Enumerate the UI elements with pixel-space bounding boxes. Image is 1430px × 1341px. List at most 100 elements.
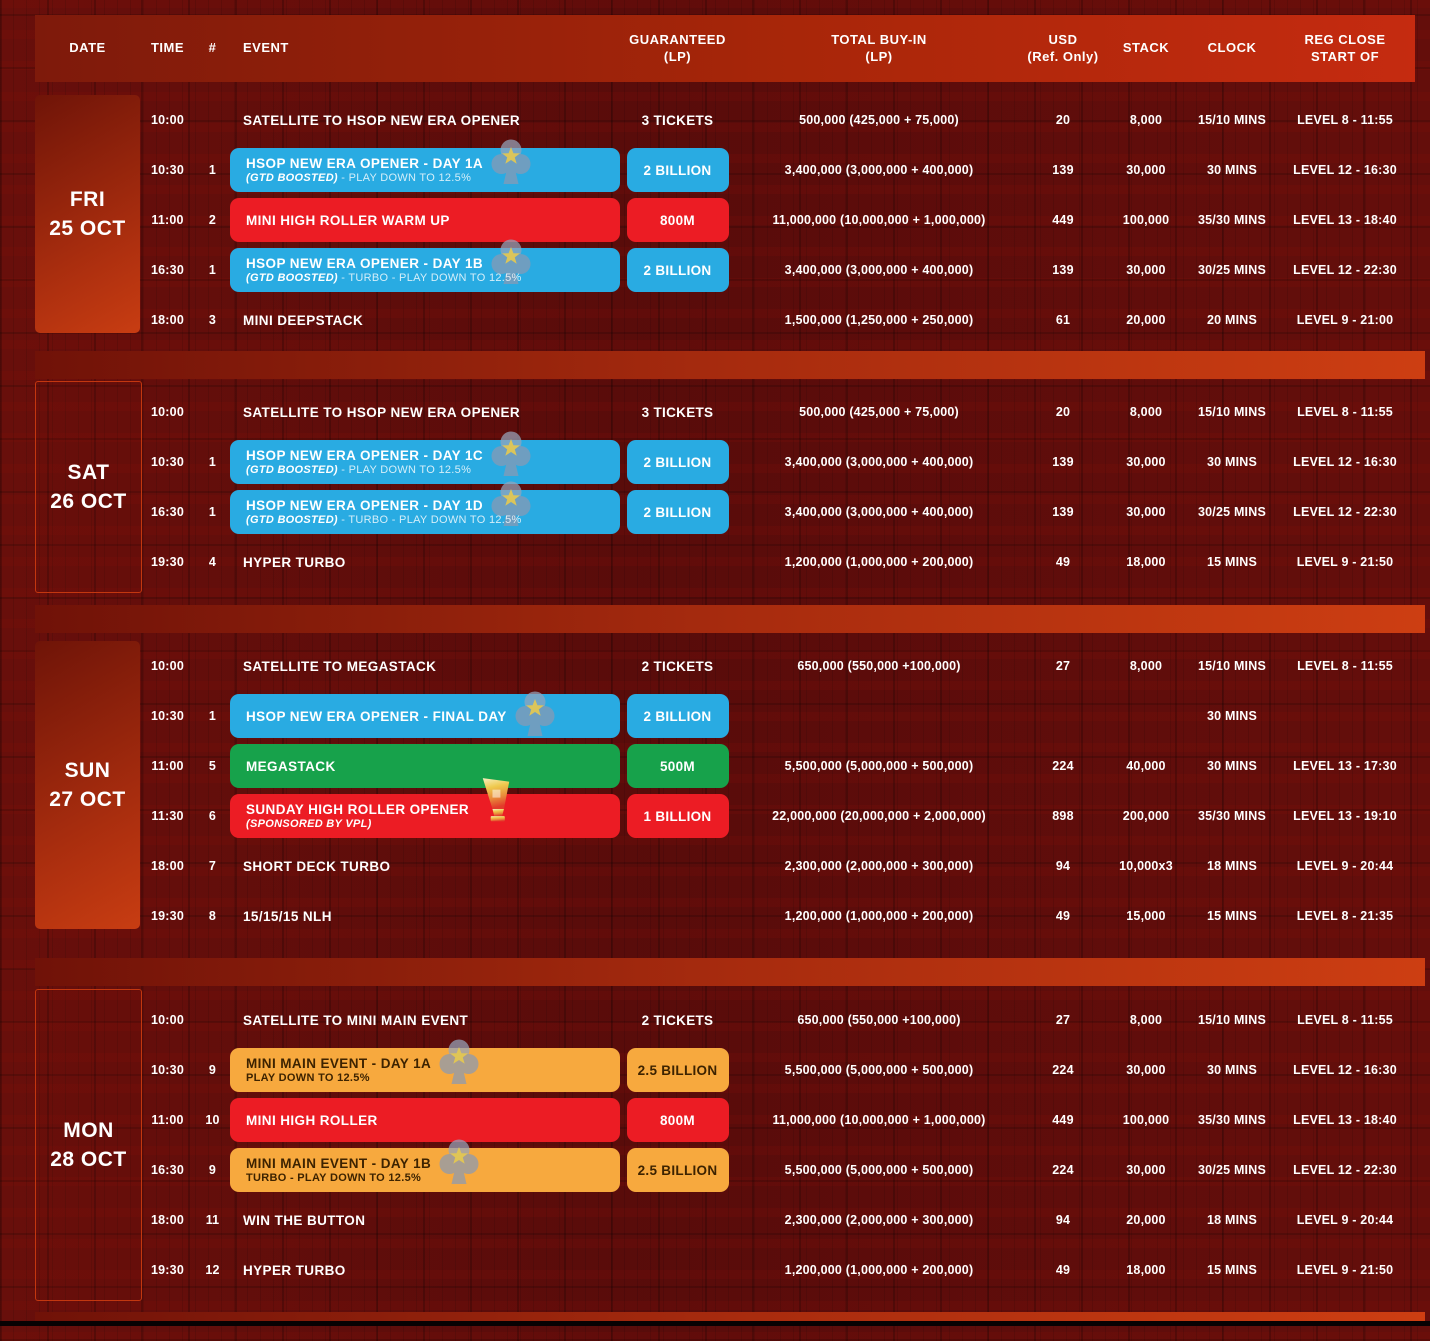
event-cell: SHORT DECK TURBO <box>230 841 620 891</box>
event-cell: SUNDAY HIGH ROLLER OPENER (SPONSORED BY V… <box>230 777 620 841</box>
col-header-total-buyin: TOTAL BUY-IN (LP) <box>831 31 927 64</box>
clock-cell: 30 MINS <box>1206 1063 1258 1077</box>
event-title: MINI HIGH ROLLER WARM UP <box>246 212 450 228</box>
stack-cell: 30,000 <box>1126 1063 1166 1077</box>
reg-close-cell: LEVEL 9 - 21:50 <box>1296 1263 1394 1277</box>
section-separator <box>35 351 1425 379</box>
clock-cell: 30/25 MINS <box>1197 505 1266 519</box>
event-subtitle: PLAY DOWN TO 12.5% <box>246 1072 604 1084</box>
stack-cell: 20,000 <box>1126 1213 1166 1227</box>
clock-cell: 35/30 MINS <box>1197 1113 1266 1127</box>
club-star-icon <box>491 429 531 476</box>
event-cell: MEGASTACK <box>230 741 620 791</box>
time-cell: 19:30 <box>151 909 184 923</box>
event-subtitle-bold: (GTD BOOSTED) <box>246 172 338 184</box>
guaranteed-pill: 800M <box>626 1098 729 1142</box>
day-name: SAT <box>67 460 110 484</box>
event-cell: HSOP NEW ERA OPENER - DAY 1D (GTD BOOSTED… <box>230 481 620 537</box>
stack-cell: 30,000 <box>1126 455 1166 469</box>
event-subtitle-rest: PLAY DOWN TO 12.5% <box>246 1072 370 1084</box>
event-number-cell: 1 <box>208 709 217 723</box>
event-cell: HSOP NEW ERA OPENER - DAY 1B (GTD BOOSTED… <box>230 239 620 295</box>
stack-cell: 15,000 <box>1126 909 1166 923</box>
guaranteed-label: 3 TICKETS <box>641 112 714 128</box>
guaranteed-cell: 800M <box>620 198 735 242</box>
col-header-usd: USD (Ref. Only) <box>1027 31 1099 64</box>
event-cell: HSOP NEW ERA OPENER - DAY 1C (GTD BOOSTED… <box>230 431 620 487</box>
event-title-line: MINI HIGH ROLLER <box>246 1113 604 1128</box>
event-number-cell: 1 <box>208 263 217 277</box>
event-number-cell: 8 <box>208 909 217 923</box>
tournament-schedule-page: { "header": { "columns": [ {"l1":"DATE",… <box>0 15 1430 1341</box>
total-buyin-cell: 3,400,000 (3,000,000 + 400,000) <box>784 455 974 469</box>
guaranteed-cell: 3 TICKETS <box>620 113 735 128</box>
event-pill: HSOP NEW ERA OPENER - DAY 1D (GTD BOOSTED… <box>230 481 620 534</box>
time-cell: 16:30 <box>151 505 184 519</box>
day-name: FRI <box>69 187 106 211</box>
event-pill: MINI HIGH ROLLER <box>230 1098 620 1142</box>
rows: 10:00 SATELLITE TO HSOP NEW ERA OPENER 3 T… <box>140 387 1415 587</box>
usd-cell: 49 <box>1055 555 1071 569</box>
total-buyin-cell: 650,000 (550,000 +100,000) <box>797 1013 961 1027</box>
clock-cell: 15/10 MINS <box>1197 405 1266 419</box>
usd-cell: 61 <box>1055 313 1071 327</box>
clock-cell: 30 MINS <box>1206 709 1258 723</box>
event-cell: SATELLITE TO MINI MAIN EVENT <box>230 995 620 1045</box>
guaranteed-cell: 2 BILLION <box>620 248 735 292</box>
club-star-icon <box>491 237 531 284</box>
total-buyin-cell: 11,000,000 (10,000,000 + 1,000,000) <box>772 213 986 227</box>
footer-strip <box>0 1321 1430 1326</box>
event-subtitle-rest: TURBO - PLAY DOWN TO 12.5% <box>246 1172 422 1184</box>
time-cell: 11:30 <box>151 809 184 823</box>
event-title: SATELLITE TO HSOP NEW ERA OPENER <box>243 404 521 420</box>
guaranteed-cell: 800M <box>620 1098 735 1142</box>
guaranteed-cell: 2 BILLION <box>620 694 735 738</box>
day-section-fri: FRI 25 OCT 10:00 SATELLITE TO HSOP NEW ERA … <box>35 95 1415 345</box>
clock-cell: 15/10 MINS <box>1197 1013 1266 1027</box>
event-number-cell: 1 <box>208 163 217 177</box>
stack-cell: 18,000 <box>1126 1263 1166 1277</box>
usd-cell: 449 <box>1052 1113 1074 1127</box>
col-header-date: DATE <box>69 40 106 56</box>
event-subtitle: (GTD BOOSTED) - PLAY DOWN TO 12.5% <box>246 172 604 184</box>
clock-cell: 18 MINS <box>1206 1213 1258 1227</box>
total-buyin-cell: 3,400,000 (3,000,000 + 400,000) <box>784 163 974 177</box>
clock-cell: 30/25 MINS <box>1197 1163 1266 1177</box>
total-buyin-cell: 11,000,000 (10,000,000 + 1,000,000) <box>772 1113 986 1127</box>
guaranteed-label: 3 TICKETS <box>641 404 714 420</box>
event-title: HYPER TURBO <box>243 1262 346 1278</box>
date-cell: FRI 25 OCT <box>35 95 140 333</box>
guaranteed-pill: 2.5 BILLION <box>626 1048 729 1092</box>
stack-cell: 8,000 <box>1129 405 1163 419</box>
date-cell: MON 28 OCT <box>35 989 142 1301</box>
stack-cell: 8,000 <box>1129 659 1163 673</box>
guaranteed-cell: 2.5 BILLION <box>620 1048 735 1092</box>
total-buyin-cell: 1,200,000 (1,000,000 + 200,000) <box>784 1263 974 1277</box>
table-header: DATE TIME # EVENT GUARANTEED (LP) TOTAL B… <box>35 15 1415 82</box>
col-header-reg-close: REG CLOSE START OF <box>1304 31 1386 64</box>
event-pill: HSOP NEW ERA OPENER - FINAL DAY <box>230 691 620 738</box>
event-title: HSOP NEW ERA OPENER - DAY 1A <box>246 156 484 171</box>
guaranteed-pill: 2 BILLION <box>626 440 729 484</box>
event-cell: MINI HIGH ROLLER <box>230 1095 620 1145</box>
guaranteed-cell: 2 BILLION <box>620 148 735 192</box>
event-cell: SATELLITE TO MEGASTACK <box>230 641 620 691</box>
usd-cell: 27 <box>1055 659 1071 673</box>
day-name: MON <box>63 1118 114 1142</box>
club-star-icon <box>439 1037 479 1084</box>
event-cell: SATELLITE TO HSOP NEW ERA OPENER <box>230 387 620 437</box>
time-cell: 16:30 <box>151 263 184 277</box>
clock-cell: 18 MINS <box>1206 859 1258 873</box>
event-subtitle-bold: (GTD BOOSTED) <box>246 514 338 526</box>
event-number-cell: 3 <box>208 313 217 327</box>
usd-cell: 20 <box>1055 405 1071 419</box>
date-cell: SUN 27 OCT <box>35 641 140 929</box>
event-number-cell: 12 <box>205 1263 220 1277</box>
usd-cell: 224 <box>1052 1163 1074 1177</box>
reg-close-cell: LEVEL 12 - 22:30 <box>1293 1163 1397 1177</box>
time-cell: 10:30 <box>151 1063 184 1077</box>
event-title-line: HSOP NEW ERA OPENER - DAY 1A <box>246 139 604 184</box>
time-cell: 11:00 <box>151 1113 184 1127</box>
time-cell: 10:00 <box>151 113 184 127</box>
usd-cell: 94 <box>1055 1213 1071 1227</box>
